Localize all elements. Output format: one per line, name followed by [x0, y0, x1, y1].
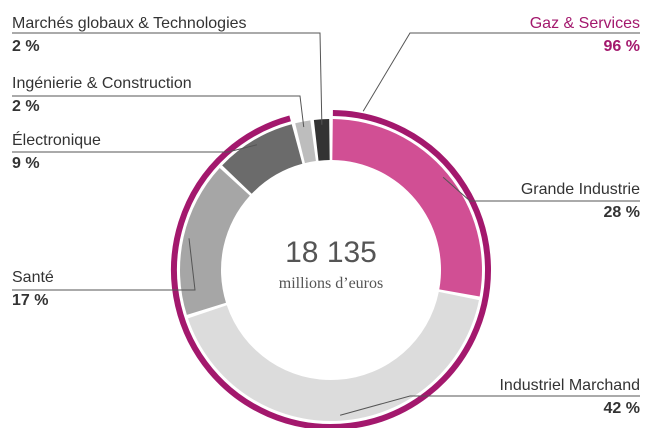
value-label: 9 %	[12, 155, 40, 172]
pie-slice	[313, 119, 330, 161]
pie-slice	[222, 124, 303, 194]
category-label: Industriel Marchand	[499, 377, 640, 394]
center-label: 18 135	[285, 236, 377, 269]
pie-slice	[332, 119, 483, 297]
leader-line	[12, 32, 323, 125]
category-label: Électronique	[12, 130, 101, 149]
category-label: Grande Industrie	[521, 181, 640, 198]
value-label: 2 %	[12, 98, 40, 115]
value-label: 2 %	[12, 38, 40, 55]
ring-arc	[171, 110, 491, 428]
pie-slice	[295, 120, 316, 164]
leader-line	[12, 95, 305, 128]
leader-line	[442, 176, 640, 202]
value-label: 28 %	[604, 204, 640, 221]
leader-line	[12, 238, 196, 291]
value-label: 42 %	[604, 400, 640, 417]
pie-slice	[179, 167, 250, 315]
ring-value-label: 96 %	[604, 38, 640, 55]
center-sublabel: millions d’euros	[279, 275, 383, 292]
leader-line	[362, 32, 640, 112]
leader-line	[340, 395, 640, 416]
category-label: Santé	[12, 269, 54, 286]
leader-line	[12, 144, 258, 153]
category-label: Ingénierie & Construction	[12, 75, 192, 92]
value-label: 17 %	[12, 292, 48, 309]
ring-label: Gaz & Services	[530, 15, 640, 32]
pie-slice	[187, 291, 479, 421]
category-label: Marchés globaux & Technologies	[12, 15, 247, 32]
